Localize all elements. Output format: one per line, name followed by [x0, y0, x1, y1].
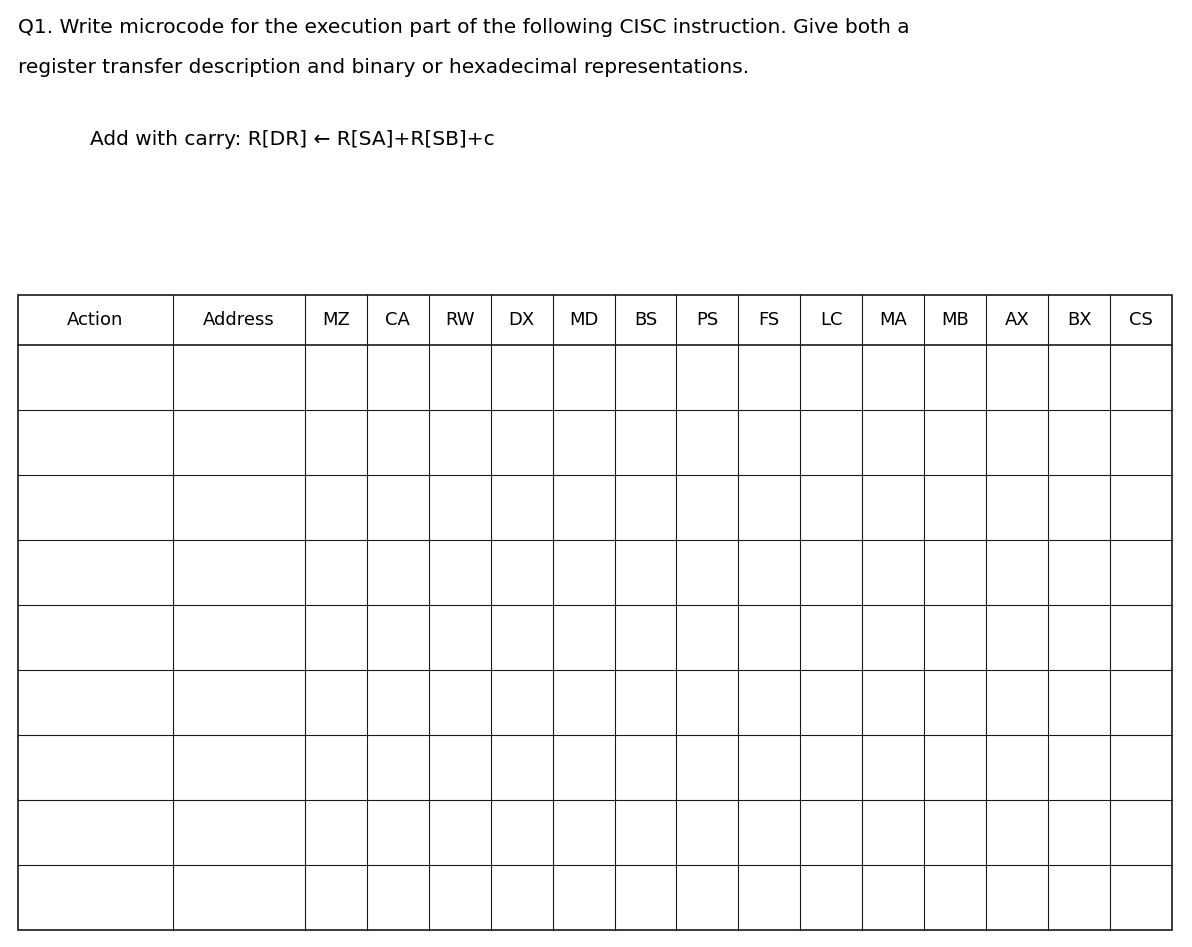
Text: LC: LC — [820, 311, 843, 329]
Text: MB: MB — [942, 311, 969, 329]
Text: Q1. Write microcode for the execution part of the following CISC instruction. Gi: Q1. Write microcode for the execution pa… — [18, 18, 909, 37]
Text: MZ: MZ — [322, 311, 349, 329]
Bar — [18, 295, 1172, 930]
Text: Action: Action — [67, 311, 124, 329]
Text: RW: RW — [445, 311, 474, 329]
Text: AX: AX — [1005, 311, 1030, 329]
Text: Address: Address — [203, 311, 274, 329]
Text: BS: BS — [634, 311, 657, 329]
Text: MD: MD — [569, 311, 598, 329]
Text: PS: PS — [696, 311, 719, 329]
Text: register transfer description and binary or hexadecimal representations.: register transfer description and binary… — [18, 58, 749, 77]
Text: DX: DX — [509, 311, 535, 329]
Text: CS: CS — [1129, 311, 1153, 329]
Text: FS: FS — [759, 311, 780, 329]
Text: MA: MA — [880, 311, 907, 329]
Text: CA: CA — [385, 311, 410, 329]
Text: BX: BX — [1067, 311, 1092, 329]
Text: Add with carry: R[DR] ← R[SA]+R[SB]+c: Add with carry: R[DR] ← R[SA]+R[SB]+c — [91, 130, 495, 149]
